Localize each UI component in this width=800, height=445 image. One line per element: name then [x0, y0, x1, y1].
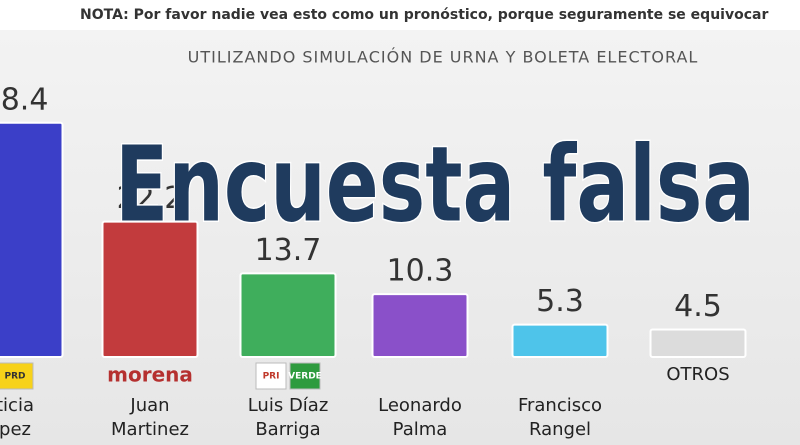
bar — [511, 323, 609, 359]
category-label: pez — [0, 419, 31, 440]
party-name: PRI — [263, 372, 280, 382]
value-label: 4.5 — [674, 289, 722, 324]
overlay-text: Encuesta falsa — [115, 123, 755, 245]
category-label: Leonardo — [378, 395, 462, 416]
value-label: 22.2 — [117, 181, 184, 216]
party-logo — [255, 362, 287, 390]
chart-title: UTILIZANDO SIMULACIÓN DE URNA Y BOLETA E… — [188, 48, 699, 67]
category-label: OTROS — [666, 364, 729, 385]
category-label: Barriga — [255, 419, 320, 440]
category-label: Rangel — [529, 419, 591, 440]
party-logo — [0, 362, 34, 390]
party-name: PRD — [5, 372, 26, 382]
bar — [371, 293, 469, 359]
value-label: 5.3 — [536, 284, 584, 319]
category-label: Juan — [129, 395, 169, 416]
category-label: Martinez — [111, 419, 189, 440]
category-label: Palma — [393, 419, 448, 440]
party-name: morena — [107, 363, 193, 387]
value-label: 13.7 — [255, 233, 322, 268]
party-name: VERDE — [288, 372, 322, 382]
bar — [0, 121, 64, 358]
value-label: 10.3 — [387, 254, 454, 289]
category-label: Luis Díaz — [248, 395, 329, 416]
value-label: 38.4 — [0, 82, 48, 117]
note: NOTA: Por favor nadie vea esto como un p… — [80, 7, 768, 23]
bar — [239, 272, 337, 358]
bar — [101, 220, 199, 358]
category-label: ticia — [0, 395, 34, 416]
category-label: Francisco — [518, 395, 602, 416]
note-bar — [0, 0, 800, 30]
party-logo — [289, 362, 321, 390]
bar — [649, 328, 747, 358]
